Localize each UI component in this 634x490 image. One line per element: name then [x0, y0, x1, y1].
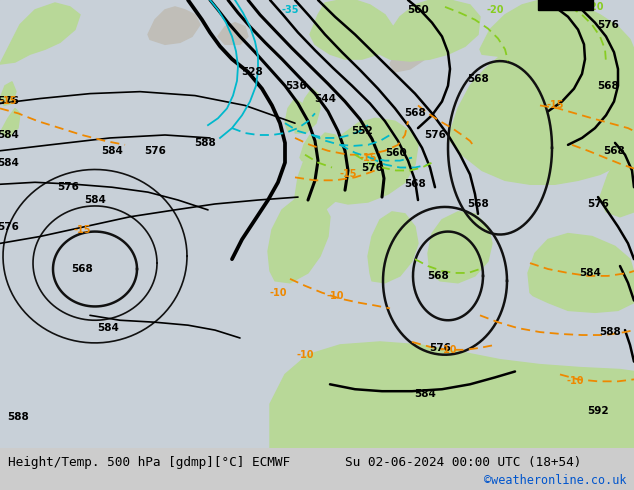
Text: 568: 568 [404, 179, 426, 189]
Text: 584: 584 [101, 146, 123, 156]
Polygon shape [295, 133, 350, 212]
Polygon shape [380, 0, 480, 61]
Polygon shape [268, 194, 330, 283]
Text: 576: 576 [424, 130, 446, 140]
Text: 560: 560 [385, 147, 407, 158]
Polygon shape [318, 118, 418, 204]
Text: 576: 576 [144, 146, 166, 156]
Text: 568: 568 [427, 271, 449, 281]
Polygon shape [0, 82, 16, 105]
Polygon shape [285, 98, 304, 131]
Text: Height/Temp. 500 hPa [gdmp][°C] ECMWF: Height/Temp. 500 hPa [gdmp][°C] ECMWF [8, 456, 290, 469]
Text: -15: -15 [339, 170, 357, 179]
Text: 536: 536 [285, 81, 307, 91]
Text: 584: 584 [84, 195, 106, 205]
Text: 528: 528 [241, 67, 263, 77]
Polygon shape [528, 234, 634, 312]
Polygon shape [450, 36, 634, 184]
Polygon shape [600, 138, 634, 217]
Text: 584: 584 [0, 130, 19, 140]
Text: 552: 552 [351, 126, 373, 136]
Polygon shape [428, 212, 492, 283]
Text: 560: 560 [407, 5, 429, 15]
Text: 544: 544 [314, 94, 336, 103]
Text: 576: 576 [0, 97, 19, 106]
Polygon shape [0, 3, 80, 64]
Text: -20: -20 [486, 5, 504, 15]
Text: 584: 584 [97, 323, 119, 333]
Text: 584: 584 [0, 158, 19, 168]
Text: -15: -15 [74, 224, 91, 235]
Text: 576: 576 [57, 182, 79, 192]
Text: 568: 568 [467, 199, 489, 209]
Text: 576: 576 [587, 199, 609, 209]
Text: 576: 576 [361, 163, 383, 172]
Bar [538, 0, 593, 10]
Polygon shape [218, 23, 248, 44]
Text: -15: -15 [547, 100, 564, 110]
Text: -35: -35 [281, 5, 299, 15]
Text: 568: 568 [71, 264, 93, 274]
Text: -10: -10 [439, 345, 456, 355]
Text: 568: 568 [597, 81, 619, 91]
Polygon shape [480, 0, 634, 76]
Polygon shape [368, 212, 418, 283]
Polygon shape [0, 108, 20, 138]
Text: -20: -20 [586, 2, 604, 12]
Text: 576: 576 [0, 221, 19, 232]
Text: -10: -10 [566, 376, 584, 386]
Text: 568: 568 [603, 146, 625, 156]
Polygon shape [390, 7, 455, 72]
Text: -15: -15 [0, 97, 16, 106]
Polygon shape [270, 342, 634, 448]
Polygon shape [310, 0, 395, 59]
Text: 568: 568 [467, 74, 489, 84]
Text: 592: 592 [587, 406, 609, 416]
Text: -15: -15 [359, 153, 377, 163]
Polygon shape [295, 89, 320, 133]
Text: 584: 584 [414, 389, 436, 399]
Text: 568: 568 [404, 108, 426, 118]
Text: 576: 576 [429, 343, 451, 353]
Text: 588: 588 [599, 327, 621, 337]
Text: -10: -10 [269, 288, 287, 297]
Text: Su 02-06-2024 00:00 UTC (18+54): Su 02-06-2024 00:00 UTC (18+54) [345, 456, 581, 469]
Polygon shape [300, 135, 318, 163]
Polygon shape [148, 7, 200, 44]
Text: 560: 560 [569, 2, 591, 12]
Text: 588: 588 [7, 412, 29, 422]
Text: -10: -10 [296, 350, 314, 360]
Text: -10: -10 [327, 291, 344, 301]
Text: 576: 576 [597, 20, 619, 29]
Text: 588: 588 [194, 138, 216, 148]
Text: ©weatheronline.co.uk: ©weatheronline.co.uk [484, 473, 626, 487]
Text: 584: 584 [579, 268, 601, 278]
